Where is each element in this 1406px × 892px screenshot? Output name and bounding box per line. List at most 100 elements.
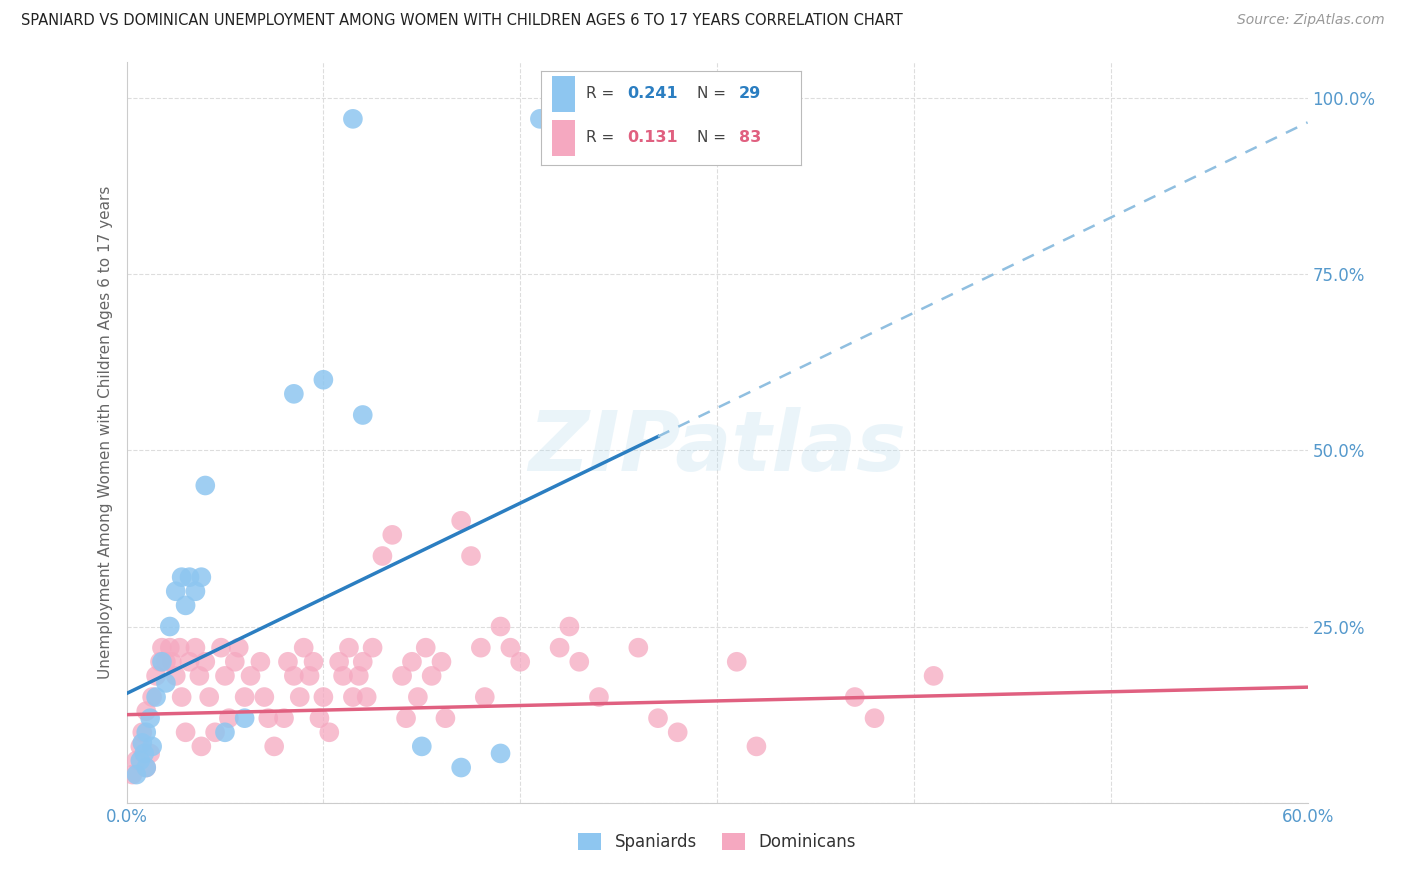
Point: [139, 711, 162, 725]
Point: [121, 767, 143, 781]
Legend: Spaniards, Dominicans: Spaniards, Dominicans: [571, 826, 863, 857]
Point: [342, 112, 364, 126]
Point: [647, 711, 669, 725]
Point: [194, 655, 217, 669]
Point: [228, 640, 250, 655]
Point: [257, 711, 280, 725]
Point: [430, 655, 453, 669]
Point: [165, 669, 187, 683]
Point: [141, 739, 163, 754]
Point: [666, 725, 689, 739]
Point: [155, 655, 177, 669]
Point: [129, 739, 152, 754]
Point: [198, 690, 221, 704]
Point: [308, 711, 330, 725]
Text: R =: R =: [585, 130, 619, 145]
Point: [165, 584, 187, 599]
Point: [135, 725, 157, 739]
Point: [627, 640, 650, 655]
Point: [548, 640, 571, 655]
Point: [434, 711, 457, 725]
Point: [312, 690, 335, 704]
Point: [239, 669, 262, 683]
Point: [401, 655, 423, 669]
Point: [135, 760, 157, 774]
Point: [450, 760, 472, 774]
Point: [460, 549, 482, 563]
Point: [204, 725, 226, 739]
Point: [131, 725, 153, 739]
Point: [415, 640, 437, 655]
Point: [131, 736, 153, 750]
FancyBboxPatch shape: [551, 120, 575, 156]
Point: [150, 655, 173, 669]
Point: [474, 690, 496, 704]
Point: [411, 739, 433, 754]
Point: [318, 725, 340, 739]
Point: [298, 669, 321, 683]
Point: [174, 599, 197, 613]
Point: [302, 655, 325, 669]
Text: N =: N =: [697, 130, 731, 145]
Point: [224, 655, 246, 669]
Point: [169, 640, 191, 655]
Point: [332, 669, 354, 683]
Point: [188, 669, 211, 683]
Point: [352, 655, 374, 669]
Point: [190, 570, 212, 584]
Point: [406, 690, 429, 704]
Text: Source: ZipAtlas.com: Source: ZipAtlas.com: [1237, 13, 1385, 28]
Point: [263, 739, 285, 754]
Point: [489, 747, 512, 761]
Point: [499, 640, 522, 655]
Point: [342, 690, 364, 704]
Point: [347, 669, 370, 683]
Point: [190, 739, 212, 754]
Point: [155, 676, 177, 690]
Point: [509, 655, 531, 669]
FancyBboxPatch shape: [551, 76, 575, 112]
Point: [170, 570, 193, 584]
Point: [233, 711, 256, 725]
Point: [218, 711, 240, 725]
Point: [160, 655, 183, 669]
Point: [863, 711, 886, 725]
Point: [558, 619, 581, 633]
Point: [529, 112, 551, 126]
Point: [277, 655, 299, 669]
Point: [337, 640, 360, 655]
Point: [139, 747, 162, 761]
Point: [159, 640, 181, 655]
Text: 29: 29: [740, 87, 761, 102]
Point: [141, 690, 163, 704]
Point: [129, 754, 152, 768]
Point: [134, 747, 156, 761]
Point: [145, 690, 167, 704]
Point: [249, 655, 271, 669]
Text: N =: N =: [697, 87, 731, 102]
Point: [273, 711, 295, 725]
Point: [184, 640, 207, 655]
Point: [361, 640, 384, 655]
Point: [135, 704, 157, 718]
Point: [179, 655, 201, 669]
Point: [356, 690, 378, 704]
Point: [470, 640, 492, 655]
Point: [420, 669, 443, 683]
Point: [209, 640, 232, 655]
Point: [568, 655, 591, 669]
Point: [214, 669, 236, 683]
Point: [352, 408, 374, 422]
Point: [150, 640, 173, 655]
Point: [922, 669, 945, 683]
Point: [179, 570, 201, 584]
Point: [371, 549, 394, 563]
Point: [194, 478, 217, 492]
Point: [395, 711, 418, 725]
Point: [283, 669, 305, 683]
Point: [489, 619, 512, 633]
Point: [745, 739, 768, 754]
Point: [214, 725, 236, 739]
Point: [253, 690, 276, 704]
Point: [125, 754, 148, 768]
